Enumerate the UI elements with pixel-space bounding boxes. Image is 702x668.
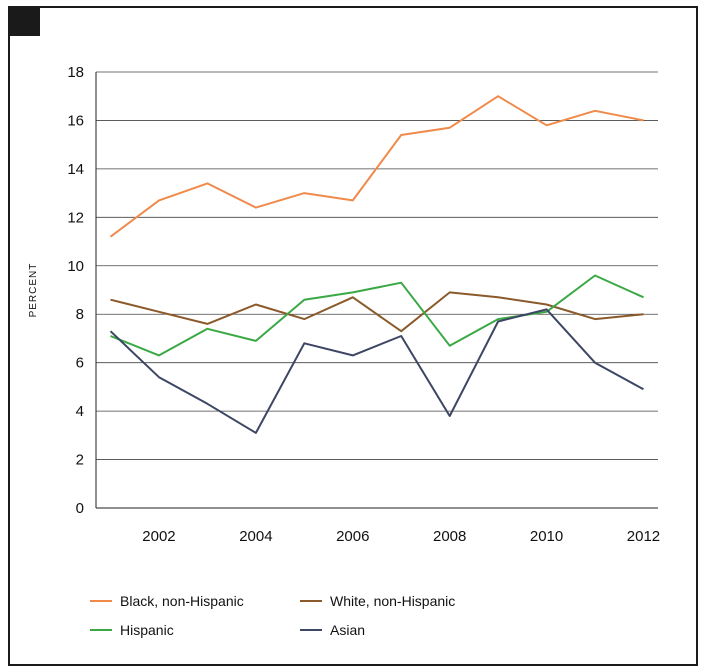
corner-tab xyxy=(8,6,40,36)
y-tick-label: 14 xyxy=(67,161,84,178)
grid-lines xyxy=(96,71,658,460)
x-tick-labels: 2002 2004 2006 2008 2010 2012 xyxy=(142,528,660,545)
y-axis-label: PERCENT xyxy=(28,263,39,318)
y-tick-label: 2 xyxy=(76,452,84,469)
axes xyxy=(95,72,658,509)
legend-label: Black, non-Hispanic xyxy=(120,593,244,609)
y-tick-label: 12 xyxy=(67,209,84,226)
y-tick-label: 4 xyxy=(76,403,84,420)
y-tick-label: 10 xyxy=(67,258,84,275)
y-tick-labels: 0 2 4 6 8 10 12 14 16 18 xyxy=(67,64,84,517)
x-tick-label: 2012 xyxy=(627,528,660,545)
x-tick-label: 2006 xyxy=(336,528,369,545)
legend-label: Hispanic xyxy=(120,622,174,638)
legend-label: Asian xyxy=(330,622,365,638)
series-line-1 xyxy=(109,95,644,238)
legend-label: White, non-Hispanic xyxy=(330,593,455,609)
x-tick-label: 2008 xyxy=(433,528,466,545)
y-tick-label: 8 xyxy=(76,306,84,323)
x-tick-label: 2010 xyxy=(530,528,563,545)
y-tick-label: 6 xyxy=(76,355,84,372)
legend: Black, non-Hispanic White, non-Hispanic Hi… xyxy=(90,593,455,638)
y-tick-label: 18 xyxy=(67,64,84,81)
y-tick-label: 0 xyxy=(76,500,84,517)
x-tick-label: 2002 xyxy=(142,528,175,545)
series-lines xyxy=(109,95,644,434)
x-tick-label: 2004 xyxy=(239,528,272,545)
chart-frame xyxy=(8,6,698,666)
y-tick-label: 16 xyxy=(67,112,84,129)
series-line-4 xyxy=(109,308,644,434)
series-line-3 xyxy=(110,274,644,357)
